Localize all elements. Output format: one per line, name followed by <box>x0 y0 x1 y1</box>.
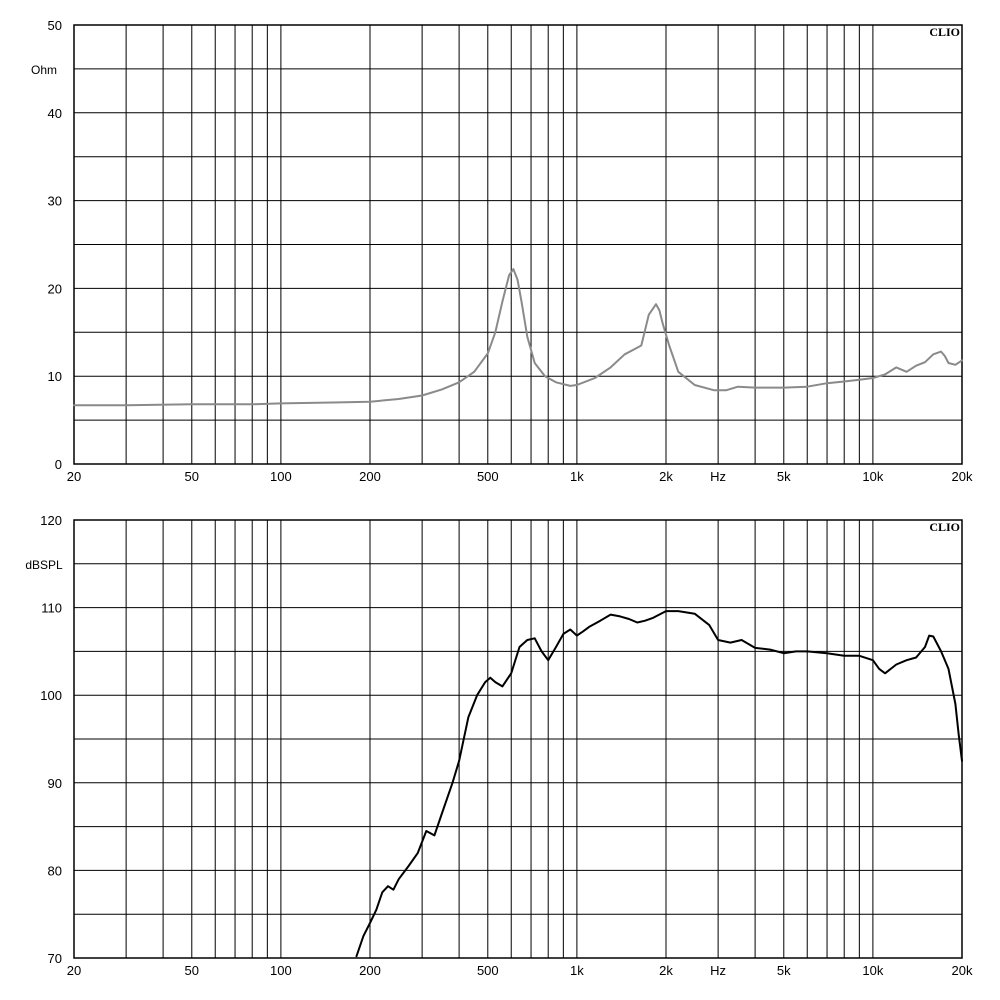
y-tick-label: 100 <box>40 688 62 703</box>
y-axis-label: Ohm <box>31 63 57 77</box>
plot-frame <box>73 519 963 959</box>
y-tick-label: 50 <box>48 18 62 33</box>
x-tick-label: 20 <box>67 469 81 484</box>
x-tick-label: 20k <box>952 963 973 978</box>
x-axis-label: Hz <box>710 963 726 978</box>
x-axis-label: Hz <box>710 469 726 484</box>
x-tick-label: 1k <box>570 469 584 484</box>
x-tick-label: 20 <box>67 963 81 978</box>
chart-2: 70 80 90 100 110 120 dBSPL 20 50 100 200 500 1k 2k Hz 5… <box>25 513 973 978</box>
brand-logo: CLIO <box>929 25 960 39</box>
y-tick-label: 120 <box>40 513 62 528</box>
y-tick-label: 0 <box>55 457 62 472</box>
x-tick-label: 1k <box>570 963 584 978</box>
chart-1: 0 10 20 30 40 50 Ohm 20 50 100 200 500 1k 2k Hz 5k 10k 20… <box>31 18 973 484</box>
y-tick-label: 80 <box>48 863 62 878</box>
y-tick-label: 30 <box>48 194 62 209</box>
y-tick-label: 90 <box>48 776 62 791</box>
x-tick-label: 500 <box>477 963 499 978</box>
x-tick-label: 5k <box>777 469 791 484</box>
plot-frame <box>73 24 963 465</box>
x-tick-label: 20k <box>952 469 973 484</box>
x-tick-label: 5k <box>777 963 791 978</box>
x-tick-label: 10k <box>862 469 883 484</box>
x-tick-label: 50 <box>185 469 199 484</box>
x-tick-label: 10k <box>862 963 883 978</box>
series-line-1 <box>355 610 963 958</box>
y-axis-label: dBSPL <box>25 558 63 572</box>
x-tick-label: 100 <box>270 469 292 484</box>
y-tick-label: 40 <box>48 106 62 121</box>
x-tick-label: 100 <box>270 963 292 978</box>
x-tick-label: 500 <box>477 469 499 484</box>
x-tick-label: 2k <box>659 963 673 978</box>
x-tick-label: 2k <box>659 469 673 484</box>
y-tick-label: 110 <box>41 601 62 616</box>
y-tick-label: 20 <box>48 281 62 296</box>
x-tick-label: 50 <box>185 963 199 978</box>
y-tick-label: 70 <box>48 951 62 966</box>
brand-logo: CLIO <box>929 520 960 534</box>
x-tick-label: 200 <box>359 963 381 978</box>
y-tick-label: 10 <box>48 369 62 384</box>
x-tick-label: 200 <box>359 469 381 484</box>
series-line-1 <box>73 268 963 407</box>
